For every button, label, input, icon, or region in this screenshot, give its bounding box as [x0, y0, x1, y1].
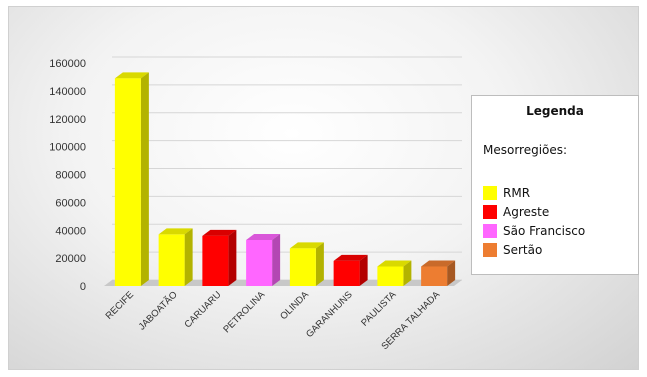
x-tick-label: JABOATÃO	[137, 289, 180, 332]
bar-top	[289, 242, 324, 249]
bar-front	[158, 234, 185, 286]
x-tick-label: OLINDA	[278, 289, 311, 322]
legend-item: São Francisco	[483, 221, 585, 240]
y-tick-label: 100000	[49, 142, 86, 154]
y-tick-label: 40000	[55, 225, 86, 237]
bar-front	[246, 240, 273, 286]
legend-label: Sertão	[503, 242, 543, 257]
y-tick-label: 80000	[55, 170, 86, 182]
bar-chart: 0 20000 40000 60000 80000 100000 120000 140000 1…	[49, 56, 462, 352]
bar	[202, 229, 237, 286]
legend-label: São Francisco	[503, 223, 586, 238]
x-tick-label: RECIFE	[104, 289, 136, 321]
legend-label: Agreste	[503, 204, 550, 219]
bar-front	[289, 248, 316, 286]
bar-side	[447, 260, 456, 286]
legend-swatch	[483, 185, 497, 200]
bar-front	[421, 266, 448, 286]
legend-label: RMR	[503, 185, 531, 200]
bar	[421, 260, 456, 286]
legend-swatch	[483, 204, 497, 219]
bar	[289, 242, 324, 286]
legend-subtitle: Mesorregiões:	[483, 143, 568, 157]
bar-side	[184, 228, 193, 286]
y-tick-label: 20000	[55, 253, 86, 265]
y-tick-label: 0	[80, 281, 86, 293]
bar-side	[403, 260, 412, 286]
legend-swatch	[483, 223, 497, 238]
legend-title: Legenda	[526, 104, 584, 118]
legend-item: RMR	[483, 183, 585, 202]
bar-front	[202, 235, 229, 286]
bar-top	[202, 229, 237, 236]
legend-list: RMR Agreste São Francisco Sertão	[483, 183, 585, 259]
y-tick-label: 120000	[49, 114, 86, 126]
legend-box: Legenda Mesorregiões: RMR Agreste São Fran…	[471, 95, 639, 275]
bar	[246, 234, 281, 286]
y-tick-label: 140000	[49, 86, 86, 98]
bar-front	[114, 78, 141, 286]
y-tick-label: 160000	[49, 58, 86, 70]
bar-top	[114, 72, 149, 79]
bar-front	[377, 266, 404, 286]
bar	[377, 260, 412, 286]
bar	[333, 254, 368, 286]
bar-top	[421, 260, 456, 267]
legend-item: Agreste	[483, 202, 585, 221]
bar-side	[272, 234, 281, 286]
bar	[158, 228, 193, 286]
chart-floor	[104, 280, 462, 286]
x-tick-label: CARUARU	[182, 289, 223, 330]
x-tick-label: GARANHUNS	[304, 289, 355, 340]
bar-top	[158, 228, 193, 235]
bar-side	[359, 254, 368, 286]
bar-top	[246, 234, 281, 241]
bar-top	[333, 254, 368, 261]
y-tick-label: 60000	[55, 197, 86, 209]
x-tick-label: PETROLINA	[221, 289, 267, 335]
legend-swatch	[483, 242, 497, 257]
bar-front	[333, 260, 360, 286]
bar	[114, 72, 149, 286]
chart-frame: 0 20000 40000 60000 80000 100000 120000 140000 1…	[8, 6, 639, 370]
bar-side	[315, 242, 324, 286]
bar-side	[228, 229, 237, 286]
bar-top	[377, 260, 412, 267]
legend-item: Sertão	[483, 240, 585, 259]
bar-side	[140, 72, 149, 286]
x-tick-label: PAULISTA	[359, 289, 399, 329]
